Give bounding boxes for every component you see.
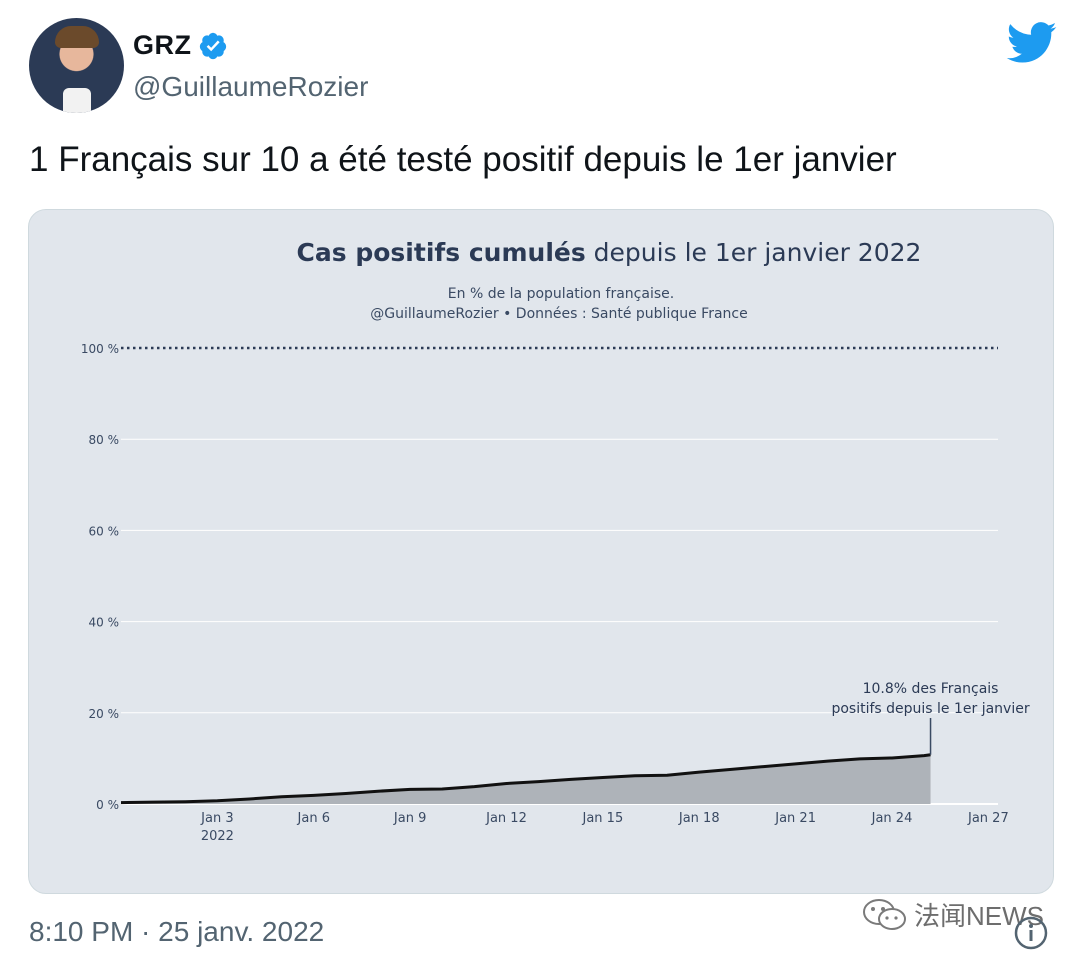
tweet-timestamp[interactable]: 8:10 PM · 25 janv. 2022 <box>29 916 325 947</box>
y-tick-label: 100 % <box>81 342 119 356</box>
chart-title-bold: Cas positifs cumulés <box>297 238 586 267</box>
annotation-line2: positifs depuis le 1er janvier <box>831 701 1029 717</box>
y-axis: 0 % 20 % 40 % 60 % 80 % 100 % <box>81 342 119 812</box>
y-tick-label: 20 % <box>89 707 120 721</box>
chart-card[interactable]: Cas positifs cumulés depuis le 1er janvi… <box>28 209 1054 894</box>
chart-svg: Cas positifs cumulés depuis le 1er janvi… <box>81 238 1030 844</box>
info-icon[interactable] <box>1014 916 1048 950</box>
x-tick-label: Jan 15 <box>582 811 624 826</box>
area-fill <box>121 754 931 804</box>
y-tick-label: 80 % <box>89 433 120 447</box>
user-handle[interactable]: @GuillaumeRozier <box>133 71 369 102</box>
area-layer <box>120 753 931 805</box>
x-tick-label: Jan 24 <box>871 811 913 826</box>
x-axis: Jan 3 Jan 6 Jan 9 Jan 12 Jan 15 Jan 18 Jan 21 J… <box>200 811 1009 844</box>
x-tick-label: Jan 12 <box>485 811 527 826</box>
annotation-line1: 10.8% des Français <box>863 681 999 697</box>
avatar-shirt <box>63 88 91 113</box>
chart-title-rest: depuis le 1er janvier 2022 <box>586 238 922 267</box>
chart-subtitle-line1: En % de la population française. <box>448 286 674 302</box>
grid-layer <box>121 346 998 805</box>
verified-badge-icon <box>199 32 226 59</box>
display-name[interactable]: GRZ <box>133 30 192 60</box>
chart-title: Cas positifs cumulés depuis le 1er janvi… <box>297 238 922 267</box>
chart-subtitle-line2: @GuillaumeRozier • Données : Santé publi… <box>370 306 747 322</box>
x-tick-year-label: 2022 <box>201 829 234 844</box>
x-tick-label: Jan 3 <box>200 811 233 826</box>
avatar[interactable] <box>29 18 124 113</box>
x-tick-label: Jan 27 <box>967 811 1009 826</box>
y-tick-label: 40 % <box>89 616 120 630</box>
x-tick-label: Jan 9 <box>393 811 426 826</box>
x-tick-label: Jan 21 <box>774 811 816 826</box>
x-tick-label: Jan 18 <box>678 811 720 826</box>
watermark: 法闻NEWS <box>862 896 1044 933</box>
avatar-hair <box>55 26 99 48</box>
watermark-text: 法闻NEWS <box>914 901 1045 931</box>
wechat-icon <box>863 898 906 930</box>
annotation-layer: 10.8% des Français positifs depuis le 1er… <box>831 681 1030 755</box>
y-tick-label: 60 % <box>89 524 120 538</box>
series-line <box>120 753 931 805</box>
author-name-row: GRZ <box>133 30 228 61</box>
twitter-bird-icon[interactable] <box>1006 22 1058 64</box>
x-tick-label: Jan 6 <box>297 811 330 826</box>
tweet-text: 1 Français sur 10 a été testé positif de… <box>29 140 897 179</box>
y-tick-label: 0 % <box>96 798 119 812</box>
